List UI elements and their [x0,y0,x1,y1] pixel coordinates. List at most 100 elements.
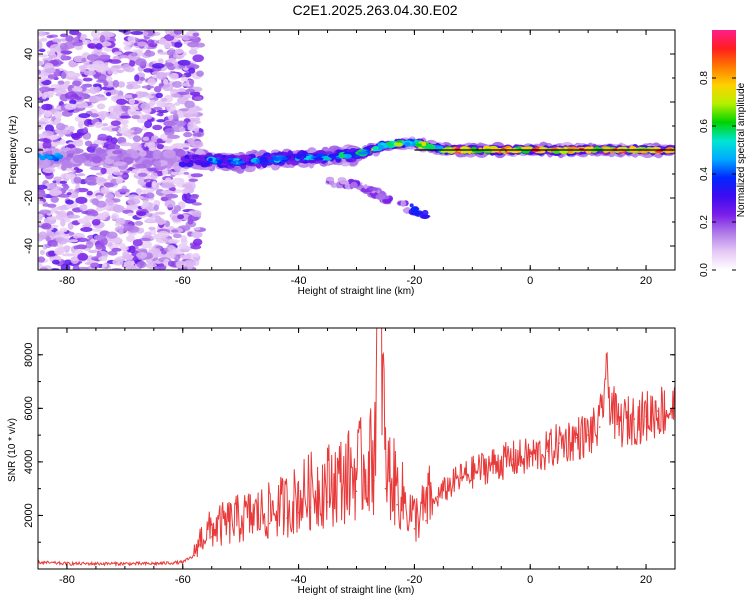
noise-blob [54,210,60,215]
snr-point [396,503,398,506]
noise-blob [181,183,193,189]
noise-blob [40,37,48,42]
noise-blob [173,30,183,35]
signal-blob [346,158,353,162]
noise-blob [136,261,147,269]
noise-blob [59,139,66,145]
noise-blob [93,234,106,240]
snr-point [153,562,155,565]
noise-blob [175,260,187,269]
noise-blob [54,247,65,256]
noise-blob [145,181,153,188]
noise-blob [81,57,87,63]
noise-blob [56,205,68,211]
noise-blob [140,168,149,174]
noise-blob [42,141,52,150]
snr-y-tick-label: 6000 [23,396,35,420]
noise-blob [175,120,187,127]
snr-point [425,520,427,522]
branch-blob [412,208,419,216]
colorbar-tick-label: 0.8 [699,71,710,85]
noise-blob [167,134,180,139]
noise-blob [171,93,181,98]
noise-blob [63,185,70,190]
noise-blob [190,194,199,200]
noise-blob [38,41,43,49]
noise-blob [72,41,84,47]
noise-blob [49,135,61,140]
noise-blob [160,190,174,194]
signal-core [208,157,213,162]
noise-blob [117,81,126,88]
noise-blob [73,176,82,184]
noise-blob [187,121,194,130]
noise-blob [66,143,76,149]
noise-blob [188,67,196,74]
noise-blob [174,41,183,48]
signal-core [328,153,337,158]
noise-blob [172,113,179,120]
noise-blob [122,250,129,258]
branch-blob [421,209,429,216]
noise-blob [77,252,89,261]
signal-core [38,153,42,158]
noise-blob [70,256,80,265]
noise-blob [76,91,84,96]
noise-blob [156,119,166,123]
snr-point [413,528,416,530]
signal-core [237,160,246,164]
noise-blob [38,184,48,190]
noise-blob [85,240,94,249]
noise-blob [178,243,188,250]
noise-blob [182,93,191,99]
branch-blob [368,187,379,191]
noise-blob [156,100,166,108]
branch-blob [325,177,335,182]
noise-blob [188,178,199,182]
noise-blob [137,41,147,47]
noise-blob [79,203,88,211]
noise-blob [183,259,196,267]
signal-halo [62,159,70,168]
noise-blob [192,32,200,37]
noise-blob [193,127,200,133]
noise-blob [100,41,112,47]
noise-blob [171,248,177,255]
snr-point [193,554,196,557]
snr-point [210,536,213,538]
signal-core [539,147,548,150]
noise-blob [128,98,136,105]
noise-blob [77,266,89,270]
noise-blob [86,54,100,62]
snr-point [239,528,242,530]
snr-point [286,517,288,519]
noise-blob [80,84,87,92]
signal-halo [162,149,177,159]
noise-blob [57,80,65,85]
snr-point [587,434,589,436]
signal-core [213,160,218,164]
heatmap-x-tick-label: 0 [527,275,533,287]
signal-core [386,143,394,147]
branch-blob [409,203,414,208]
signal-core [372,145,379,151]
snr-point [124,562,126,565]
signal-core [584,146,594,151]
noise-blob [44,124,55,133]
noise-blob [102,263,108,268]
noise-blob [123,224,135,232]
colorbar-tick-label: 0.0 [699,263,710,277]
noise-blob [65,35,74,42]
noise-blob [152,266,162,270]
noise-blob [112,79,120,88]
noise-blob [168,239,180,244]
noise-blob [96,111,110,118]
noise-blob [171,81,183,88]
noise-blob [51,241,58,247]
noise-blob [172,177,185,185]
noise-blob [149,99,156,106]
heatmap-x-tick-label: -80 [59,275,75,287]
noise-blob [107,242,113,247]
figure-title: C2E1.2025.263.04.30.E02 [292,2,458,18]
noise-blob [119,245,129,252]
